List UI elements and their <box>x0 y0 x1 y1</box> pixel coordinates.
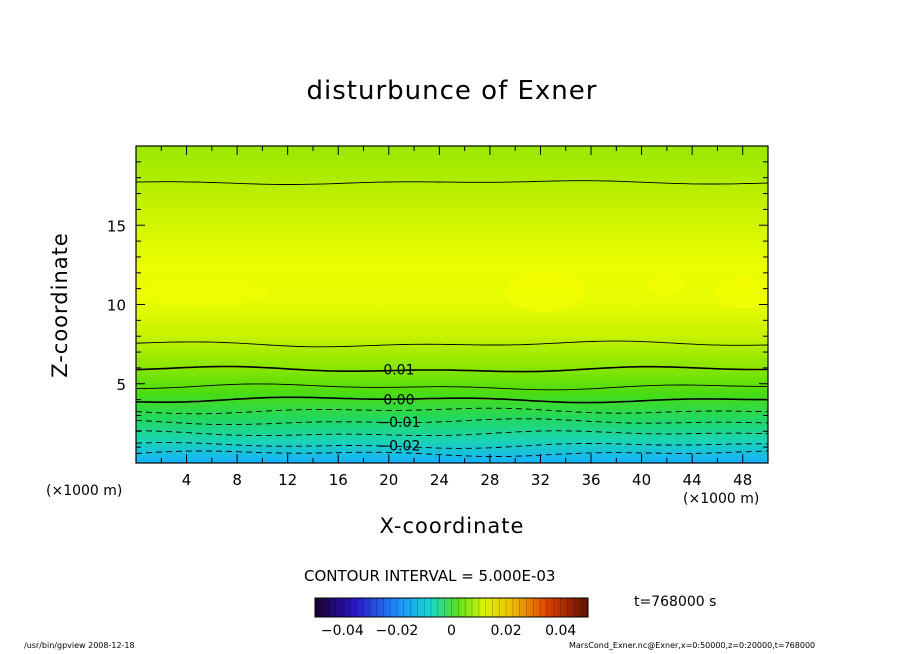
colorbar-tick-label: 0 <box>447 623 456 639</box>
x-tick-label: 48 <box>733 471 752 489</box>
footer-left: /usr/bin/gpview 2008-12-18 <box>24 641 135 650</box>
colorbar-frame <box>314 597 589 618</box>
x-tick-label: 32 <box>531 471 550 489</box>
contour-line <box>136 430 768 437</box>
contour-line <box>136 442 768 449</box>
heatmap-field <box>136 146 768 463</box>
heatmap-highlight <box>136 278 270 306</box>
contour-line <box>136 180 768 185</box>
contour-line <box>136 450 768 457</box>
contour-line <box>136 340 768 348</box>
heatmap-highlights <box>136 272 768 312</box>
time-stamp: t=768000 s <box>634 594 717 610</box>
contour-label: −0.02 <box>377 439 420 455</box>
contour-line <box>136 396 768 404</box>
x-axis-label: X-coordinate <box>0 514 904 538</box>
x-tick-label: 12 <box>278 471 297 489</box>
contour-label: 0.00 <box>383 393 414 409</box>
contour-lines <box>136 180 768 457</box>
x-tick-label: 44 <box>683 471 702 489</box>
axis-ticks <box>135 146 769 463</box>
x-tick-label: 16 <box>329 471 348 489</box>
y-tick-label: 15 <box>107 217 126 235</box>
contour-line <box>136 407 768 415</box>
contour-interval-text: CONTOUR INTERVAL = 5.000E-03 <box>304 567 556 585</box>
heatmap-highlight <box>505 272 585 312</box>
colorbar-tick-label: 0.04 <box>545 623 576 639</box>
x-tick-label: 20 <box>379 471 398 489</box>
contour-line <box>136 383 768 391</box>
heatmap-highlight <box>645 275 685 295</box>
x-tick-label: 28 <box>480 471 499 489</box>
colorbar-tick-label: −0.02 <box>375 623 418 639</box>
colorbar: −0.04 −0.02 0 0.02 0.04 <box>314 597 589 639</box>
x-tick-label: 24 <box>430 471 449 489</box>
colorbar-tick-label: 0.02 <box>491 623 522 639</box>
colorbar-tick-labels: −0.04 −0.02 0 0.02 0.04 <box>321 623 577 639</box>
contour-line <box>136 365 768 373</box>
x-axis-label-text: X-coordinate <box>379 514 525 538</box>
y-tick-label: 10 <box>107 297 126 315</box>
y-axis-label: Z-coordinate <box>48 232 72 378</box>
colorbar-gradient <box>315 598 588 617</box>
x-tick-label: 36 <box>581 471 600 489</box>
contour-label: −0.01 <box>377 415 420 431</box>
x-tick-label: 4 <box>182 471 192 489</box>
contour-labels: −0.02 −0.01 0.00 0.01 <box>377 362 420 455</box>
chart-title: disturbunce of Exner <box>306 76 598 106</box>
colorbar-stripes <box>321 598 582 617</box>
footer-right: MarsCond_Exner.nc@Exner,x=0:50000,z=0:20… <box>569 641 816 650</box>
heatmap-highlight <box>715 276 768 308</box>
x-tick-label: 40 <box>632 471 651 489</box>
x-tick-label: 8 <box>232 471 242 489</box>
x-unit-label-left: (×1000 m) <box>46 483 123 499</box>
x-unit-label-right: (×1000 m) <box>683 491 760 507</box>
plot-area: −0.02−0.010.000.01 4 8 12 16 20 24 28 32 36 40 44 4… <box>107 145 769 489</box>
y-tick-label: 5 <box>116 376 126 394</box>
colorbar-tick-label: −0.04 <box>321 623 364 639</box>
contour-line <box>136 418 768 426</box>
contour-label: 0.01 <box>383 362 414 378</box>
